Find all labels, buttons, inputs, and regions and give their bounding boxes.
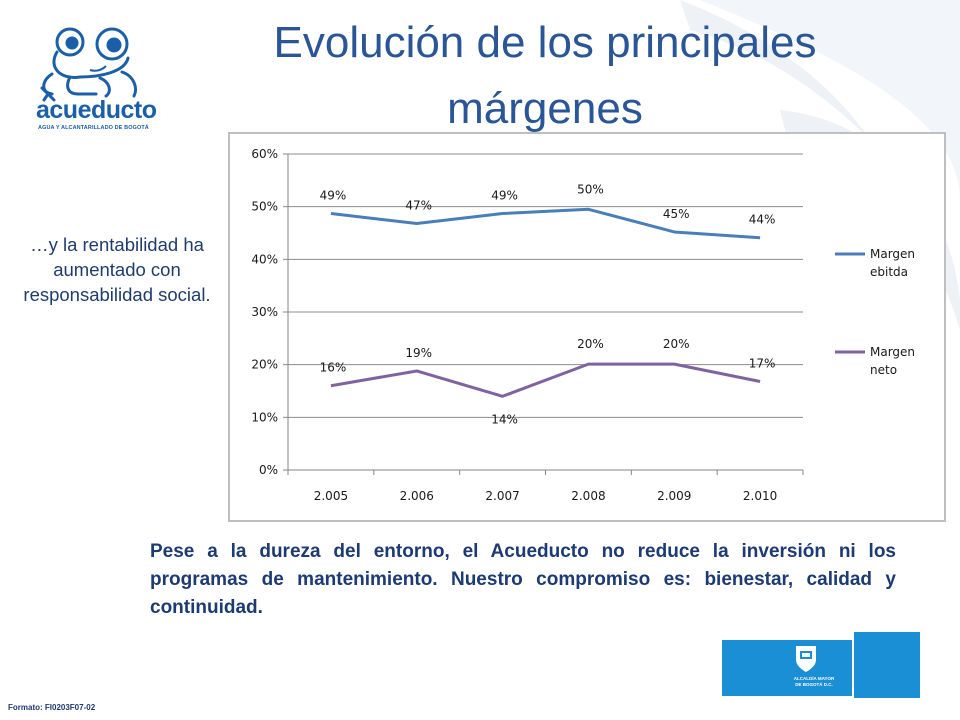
x-tick-label: 2.006: [400, 489, 434, 503]
format-code: Formato: FI0203F07-02: [8, 703, 96, 712]
data-label: 14%: [491, 412, 518, 426]
series-line-2: [330, 362, 761, 398]
slide-title: Evolución de los principales márgenes: [273, 18, 817, 133]
legend-label: ebitda: [870, 265, 908, 279]
data-label: 49%: [491, 189, 518, 203]
data-label: 47%: [405, 199, 432, 213]
data-label: 20%: [663, 337, 690, 351]
logo-wordmark: acueducto: [36, 96, 157, 124]
y-tick-label: 50%: [251, 200, 278, 214]
x-tick-label: 2.009: [657, 489, 691, 503]
y-tick-label: 60%: [251, 147, 278, 161]
chart-axes: 0% 10% 20% 30% 40% 50% 60% 2.005 2.006 2.007 2.008…: [251, 147, 804, 503]
badge-caption-line2: DE BOGOTÁ D.C.: [795, 682, 833, 687]
data-label: 16%: [320, 361, 347, 375]
data-label: 50%: [577, 182, 604, 196]
logo-subtitle: AGUA Y ALCANTARILLADO DE BOGOTÁ: [38, 125, 149, 131]
line-chart: 0% 10% 20% 30% 40% 50% 60% 2.005 2.006 2.007 2.008…: [228, 132, 946, 522]
y-tick-label: 20%: [251, 358, 278, 372]
chart-legend: Margen ebitda Margen neto: [835, 247, 915, 377]
x-tick-label: 2.010: [743, 489, 777, 503]
chart-gridlines: [288, 153, 803, 471]
data-label: 44%: [749, 213, 776, 227]
data-label: 20%: [577, 337, 604, 351]
chart-data-labels: 49% 47% 49% 50% 45% 44% 16% 19% 14% 20% 20% 17%: [320, 182, 776, 426]
data-label: 45%: [663, 207, 690, 221]
coat-of-arms-icon: [796, 646, 816, 672]
side-note: …y la rentabilidad ha aumentado con resp…: [23, 234, 211, 305]
x-tick-label: 2.008: [571, 489, 605, 503]
x-tick-label: 2.005: [314, 489, 348, 503]
badge-caption: ALCALDÍA MAYOR DE BOGOTÁ D.C.: [784, 676, 844, 688]
data-label: 17%: [749, 357, 776, 371]
data-label: 19%: [405, 346, 432, 360]
legend-label: neto: [870, 363, 897, 377]
badge-panel-right: [854, 632, 920, 698]
legend-label: Margen: [870, 247, 915, 261]
badge-panel-left: [722, 640, 852, 696]
frog-logo-icon: [40, 27, 137, 102]
chart-canvas: 0% 10% 20% 30% 40% 50% 60% 2.005 2.006 2.007 2.008…: [251, 147, 915, 503]
x-tick-label: 2.007: [485, 489, 519, 503]
alcaldia-badge: ALCALDÍA MAYOR DE BOGOTÁ D.C.: [722, 632, 920, 698]
legend-label: Margen: [870, 345, 915, 359]
y-tick-label: 40%: [251, 252, 278, 266]
y-tick-label: 0%: [259, 463, 278, 477]
y-tick-label: 30%: [251, 305, 278, 319]
body-paragraph: Pese a la dureza del entorno, el Acueduc…: [150, 541, 896, 618]
chart-series: [330, 207, 761, 398]
data-label: 49%: [320, 189, 347, 203]
y-tick-label: 10%: [251, 410, 278, 424]
series-line-1: [330, 207, 761, 240]
badge-caption-line1: ALCALDÍA MAYOR: [793, 676, 835, 681]
